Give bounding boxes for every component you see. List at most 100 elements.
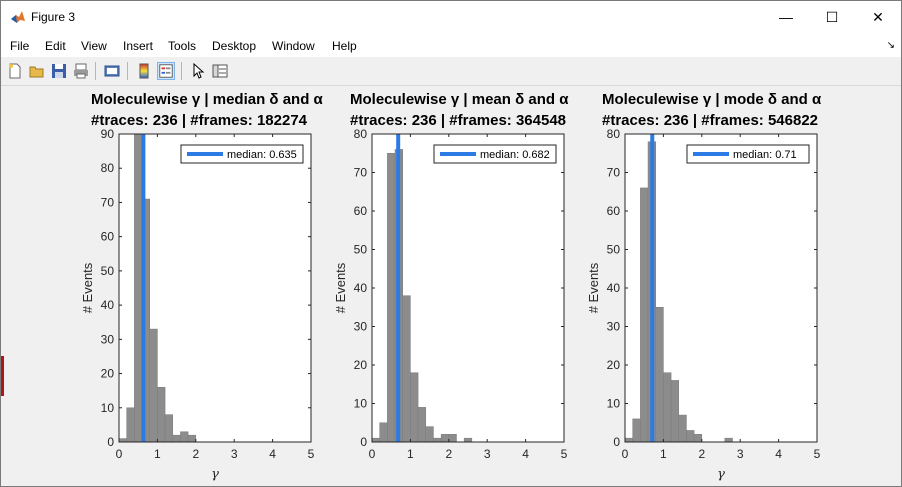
y-tick-label: 40 <box>101 298 115 312</box>
y-tick-label: 30 <box>607 320 621 334</box>
histogram-bar <box>379 422 388 442</box>
y-tick-label: 10 <box>607 397 621 411</box>
histogram-bar <box>693 434 703 442</box>
chart-title-line-2: #traces: 236 | #frames: 182274 <box>91 112 308 129</box>
histogram-bar <box>410 372 419 442</box>
dock-arrow-icon[interactable]: ↘ <box>886 40 895 51</box>
y-tick-label: 60 <box>101 230 115 244</box>
figure-toolbar <box>1 57 901 86</box>
y-tick-label: 0 <box>613 435 620 449</box>
menu-help[interactable]: Help <box>332 39 357 53</box>
y-tick-label: 40 <box>607 281 621 295</box>
y-tick-label: 80 <box>354 127 368 141</box>
x-tick-label: 3 <box>737 447 744 461</box>
menu-edit[interactable]: Edit <box>45 39 66 53</box>
chart-title-line-2: #traces: 236 | #frames: 546822 <box>602 112 818 129</box>
histogram-bar <box>187 434 197 442</box>
pointer-icon[interactable] <box>189 62 207 80</box>
menu-tools[interactable]: Tools <box>168 39 197 53</box>
histogram-bar <box>670 380 680 442</box>
y-tick-label: 80 <box>607 127 621 141</box>
y-tick-label: 70 <box>354 166 368 180</box>
toolbar-separator <box>181 62 182 80</box>
x-tick-label: 3 <box>484 447 491 461</box>
histogram-bar <box>625 437 633 442</box>
window-edge-marker <box>1 356 4 396</box>
histogram-bar <box>180 431 189 442</box>
x-tick-label: 3 <box>231 447 238 461</box>
legend-box <box>433 144 557 164</box>
toolbar-separator <box>127 62 128 80</box>
legend-icon[interactable] <box>157 62 175 80</box>
histogram-bar <box>172 434 181 442</box>
histogram-bar <box>678 414 687 442</box>
y-tick-label: 20 <box>607 358 621 372</box>
chart-title-line-1: Moleculewise γ | median δ and α <box>91 91 324 108</box>
legend: median: 0.71 <box>686 144 810 164</box>
histogram-bar <box>448 434 457 442</box>
maximize-button[interactable]: ☐ <box>825 8 839 25</box>
print-icon[interactable] <box>72 62 90 80</box>
colorbar-icon[interactable] <box>135 62 153 80</box>
menu-window[interactable]: Window <box>272 39 315 53</box>
axes-frame <box>118 133 312 443</box>
legend: median: 0.635 <box>180 144 304 164</box>
y-axis-label: # Events <box>333 262 348 313</box>
y-tick-label: 10 <box>354 397 368 411</box>
x-tick-label: 4 <box>269 447 276 461</box>
legend-label: median: 0.71 <box>733 149 797 161</box>
window-title: Figure 3 <box>31 10 76 24</box>
menu-file[interactable]: File <box>10 39 30 53</box>
close-button[interactable]: ✕ <box>872 8 884 25</box>
y-tick-label: 90 <box>101 127 115 141</box>
x-tick-label: 0 <box>622 447 629 461</box>
x-tick-label: 2 <box>445 447 452 461</box>
menu-view[interactable]: View <box>81 39 107 53</box>
minimize-button[interactable]: — <box>779 9 793 25</box>
histogram-bars <box>119 134 197 442</box>
title-bar[interactable]: Figure 3 — ☐ ✕ <box>1 1 901 33</box>
legend-box <box>686 144 810 164</box>
x-axis-label: γ <box>717 467 725 482</box>
y-tick-label: 0 <box>360 435 367 449</box>
y-tick-label: 50 <box>607 243 621 257</box>
y-tick-label: 70 <box>607 166 621 180</box>
histogram-bar <box>663 372 672 442</box>
save-icon[interactable] <box>50 62 68 80</box>
y-tick-label: 60 <box>354 204 368 218</box>
toolbar-separator <box>95 62 96 80</box>
new-figure-icon[interactable] <box>6 62 24 80</box>
open-file-icon[interactable] <box>28 62 46 80</box>
x-tick-label: 1 <box>407 447 414 461</box>
x-tick-label: 0 <box>369 447 376 461</box>
histogram-bar <box>640 187 649 442</box>
y-tick-label: 50 <box>354 243 368 257</box>
y-tick-label: 80 <box>101 161 115 175</box>
histogram-bar <box>433 437 442 442</box>
x-tick-label: 4 <box>522 447 529 461</box>
menu-desktop[interactable]: Desktop <box>212 39 257 53</box>
menu-insert[interactable]: Insert <box>123 39 154 53</box>
histogram-bar <box>686 430 695 442</box>
chart-title-line-2: #traces: 236 | #frames: 364548 <box>350 112 566 129</box>
y-axis-label: # Events <box>586 262 601 313</box>
x-tick-label: 0 <box>116 447 123 461</box>
x-tick-label: 4 <box>775 447 782 461</box>
x-tick-label: 5 <box>561 447 568 461</box>
y-tick-label: 30 <box>354 320 368 334</box>
histogram-bar <box>655 307 664 442</box>
property-inspector-icon[interactable] <box>211 62 229 80</box>
x-tick-label: 1 <box>154 447 161 461</box>
x-axis-label: γ <box>211 467 219 482</box>
legend-box <box>180 144 304 164</box>
x-tick-label: 2 <box>192 447 199 461</box>
histogram-bar <box>417 407 427 442</box>
y-tick-label: 40 <box>354 281 368 295</box>
print-preview-icon[interactable] <box>103 62 121 80</box>
histogram-bar <box>149 328 158 442</box>
